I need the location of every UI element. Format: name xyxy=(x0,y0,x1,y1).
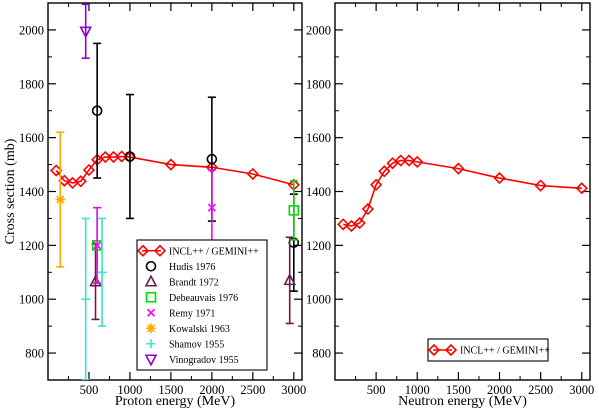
y-tick-label: 2000 xyxy=(19,23,44,37)
x-tick-label: 1000 xyxy=(117,383,142,397)
legend-marker xyxy=(136,244,150,257)
legend-marker xyxy=(146,339,156,349)
data-point xyxy=(534,179,547,192)
legend-label: Hudis 1976 xyxy=(169,262,215,273)
series-0 xyxy=(50,150,300,191)
data-point xyxy=(207,203,216,212)
x-tick-label: 2500 xyxy=(240,383,265,397)
data-point xyxy=(91,105,103,117)
x-axis-title: Neutron energy (MeV) xyxy=(398,394,527,409)
data-point xyxy=(99,150,112,164)
legend-marker xyxy=(145,260,157,272)
data-point xyxy=(337,218,350,231)
data-point xyxy=(369,178,383,191)
data-point xyxy=(288,205,300,216)
data-point xyxy=(361,202,375,216)
x-tick-label: 3000 xyxy=(569,383,594,397)
series-7 xyxy=(79,3,93,60)
legend-marker xyxy=(144,354,158,367)
legend-marker xyxy=(444,343,458,357)
legend-label: INCL++ / GEMINI++ xyxy=(169,246,259,257)
legend-marker xyxy=(146,308,156,317)
legend: INCL++ / GEMINI++ Hudis 1976 Brandt 1972 De… xyxy=(136,239,268,371)
legend-label: Remy 1971 xyxy=(169,308,215,319)
data-point xyxy=(89,274,102,287)
data-point xyxy=(206,153,218,165)
x-tick-label: 3000 xyxy=(281,383,306,397)
data-point xyxy=(411,155,424,169)
legend: INCL++ / GEMINI++ xyxy=(427,338,550,362)
y-axis-title: Cross section (mb) xyxy=(3,138,18,244)
series-0 xyxy=(337,154,588,233)
data-point xyxy=(402,154,416,167)
legend-marker xyxy=(146,323,156,334)
data-point xyxy=(79,26,93,39)
data-point xyxy=(81,294,91,304)
legend-marker xyxy=(144,274,158,287)
legend-label: Shamov 1955 xyxy=(169,339,224,350)
x-tick-label: 2000 xyxy=(487,383,512,397)
y-tick-label: 1600 xyxy=(19,131,44,145)
data-point xyxy=(452,162,465,175)
data-point xyxy=(575,182,588,195)
chart-panel-2: 500 1000 1500 2000 2500 3000 800 1000 1200 1400 16… xyxy=(306,2,594,409)
x-axis-title: Proton energy (MeV) xyxy=(115,394,236,409)
y-tick-label: 1000 xyxy=(19,293,44,307)
data-point xyxy=(246,167,259,181)
legend-label: INCL++ / GEMINI++ xyxy=(460,346,550,357)
y-tick-label: 1200 xyxy=(306,239,331,253)
y-tick-label: 800 xyxy=(25,347,44,361)
x-tick-label: 1500 xyxy=(446,383,471,397)
x-tick-label: 500 xyxy=(80,383,99,397)
series-4 xyxy=(93,169,216,284)
data-point xyxy=(164,158,178,171)
plot-area xyxy=(50,3,300,380)
series-6 xyxy=(81,217,107,380)
y-tick-label: 2000 xyxy=(306,23,331,37)
y-tick-label: 1600 xyxy=(306,131,331,145)
data-point xyxy=(493,171,506,185)
y-tick-label: 1400 xyxy=(306,185,331,199)
legend-marker xyxy=(153,244,167,257)
x-tick-label: 1000 xyxy=(405,383,430,397)
x-tick-label: 500 xyxy=(367,383,386,397)
x-tick-label: 1500 xyxy=(158,383,183,397)
data-point xyxy=(74,175,87,188)
legend-label: Brandt 1972 xyxy=(169,277,219,288)
y-tick-label: 1200 xyxy=(19,239,44,253)
chart-panel-1: 500 1000 1500 2000 2500 3000 800 1000 1200 1400 16… xyxy=(3,2,306,409)
legend-box xyxy=(136,239,268,371)
data-point xyxy=(283,273,297,286)
x-tick-label: 2000 xyxy=(199,383,224,397)
legend-marker xyxy=(427,343,441,357)
legend-label: Kowalski 1963 xyxy=(169,324,230,335)
data-point xyxy=(394,154,407,167)
data-point xyxy=(93,241,102,250)
y-tick-label: 800 xyxy=(312,347,331,361)
x-tick-label: 2500 xyxy=(528,383,553,397)
series-2 xyxy=(89,236,297,325)
data-point xyxy=(345,219,358,233)
y-tick-label: 1800 xyxy=(19,77,44,91)
data-point xyxy=(124,151,136,162)
legend-marker xyxy=(145,291,157,303)
series-5 xyxy=(55,131,66,268)
legend-label: Vinogradov 1955 xyxy=(169,355,239,366)
plot-area xyxy=(337,154,588,233)
data-point xyxy=(378,165,391,178)
data-point xyxy=(353,216,366,230)
data-point xyxy=(55,194,66,205)
y-tick-label: 1000 xyxy=(306,293,331,307)
y-tick-label: 1400 xyxy=(19,185,44,199)
legend-label: Debeauvais 1976 xyxy=(169,293,238,304)
data-point xyxy=(97,267,107,277)
series-line xyxy=(55,155,295,186)
y-tick-label: 1800 xyxy=(306,77,331,91)
data-point xyxy=(82,163,96,177)
